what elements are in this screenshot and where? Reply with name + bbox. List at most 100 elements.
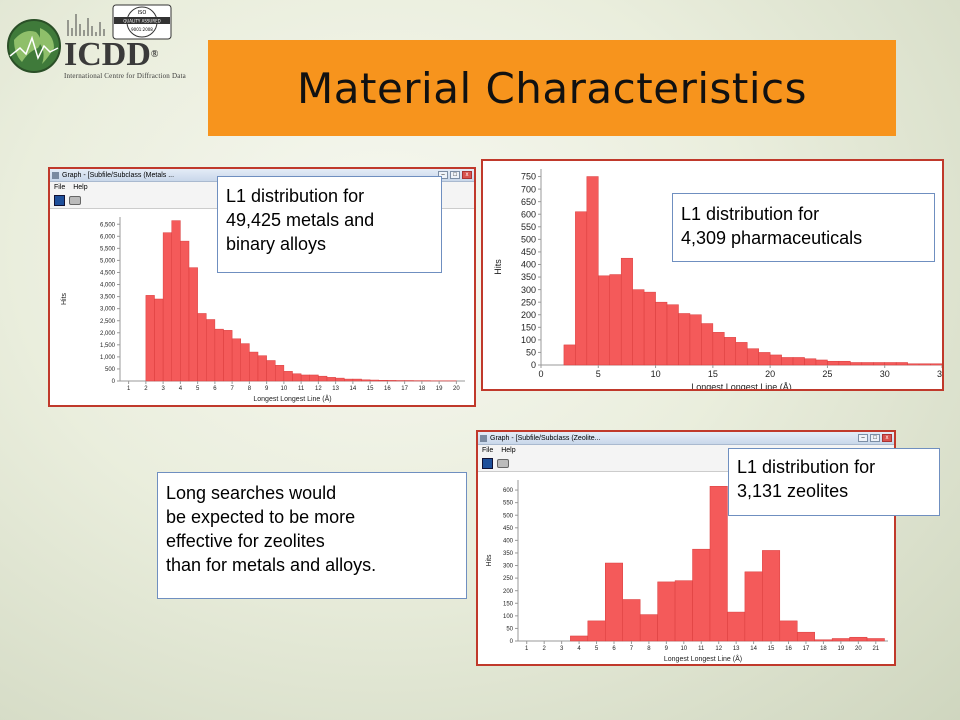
histogram-bar — [197, 313, 207, 382]
histogram-bar — [861, 362, 874, 366]
y-tick-label: 300 — [503, 564, 514, 570]
histogram-bar — [598, 275, 610, 366]
histogram-bar — [145, 295, 155, 382]
x-tick-label: 35 — [937, 369, 942, 379]
histogram-bar — [781, 357, 794, 366]
x-tick-label: 30 — [880, 369, 890, 379]
x-tick-label: 4 — [179, 386, 183, 392]
histogram-bar — [895, 362, 908, 366]
y-tick-label: 400 — [503, 538, 514, 544]
y-tick-label: 750 — [521, 172, 536, 182]
histogram-bar — [154, 298, 164, 382]
histogram-bar — [587, 620, 606, 642]
print-icon[interactable] — [497, 459, 509, 468]
print-icon[interactable] — [69, 196, 81, 205]
histogram-bar — [639, 614, 658, 642]
y-tick-label: 200 — [521, 310, 536, 320]
menu-help[interactable]: Help — [73, 184, 88, 191]
x-tick-label: 10 — [281, 386, 288, 392]
histogram-bar — [283, 371, 293, 382]
histogram-bar — [575, 211, 588, 366]
y-tick-label: 3,500 — [100, 295, 116, 301]
histogram-bar — [831, 638, 850, 642]
y-tick-label: 100 — [503, 614, 514, 620]
zeolites-callout: L1 distribution for 3,131 zeolites — [728, 448, 940, 516]
y-tick-label: 600 — [521, 209, 536, 219]
x-tick-label: 9 — [265, 386, 269, 392]
y-tick-label: 3,000 — [100, 307, 116, 313]
x-tick-label: 12 — [315, 386, 322, 392]
histogram-bar — [866, 638, 885, 642]
x-axis-label: Longest Longest Line (Å) — [253, 394, 331, 403]
menu-file[interactable]: File — [54, 184, 66, 191]
y-tick-label: 250 — [521, 297, 536, 307]
menu-file[interactable]: File — [482, 447, 494, 454]
histogram-bar — [850, 362, 863, 366]
histogram-bar — [769, 354, 782, 366]
window-title: Graph - [Subfile/Subclass (Metals ... — [62, 172, 175, 179]
x-tick-label: 3 — [560, 646, 564, 652]
y-tick-label: 550 — [503, 501, 514, 507]
minimize-button[interactable]: – — [858, 434, 868, 442]
y-tick-label: 1,000 — [100, 355, 116, 361]
y-tick-label: 0 — [531, 360, 536, 370]
histogram-bar — [758, 352, 771, 366]
save-icon[interactable] — [54, 195, 65, 206]
y-tick-label: 5,000 — [100, 259, 116, 265]
x-tick-label: 7 — [630, 646, 634, 652]
y-tick-label: 5,500 — [100, 246, 116, 252]
histogram-bar — [188, 267, 198, 382]
histogram-bar — [873, 362, 885, 366]
x-tick-label: 14 — [750, 646, 757, 652]
x-tick-label: 20 — [855, 646, 862, 652]
x-tick-label: 15 — [708, 369, 718, 379]
histogram-bar — [171, 220, 181, 382]
histogram-bar — [275, 365, 285, 382]
y-tick-label: 700 — [521, 184, 536, 194]
x-tick-label: 19 — [838, 646, 845, 652]
app-icon — [52, 172, 59, 179]
y-tick-label: 6,500 — [100, 222, 116, 228]
x-tick-label: 10 — [651, 369, 661, 379]
close-button[interactable]: x — [462, 171, 472, 179]
minimize-button[interactable]: – — [438, 171, 448, 179]
histogram-bar — [884, 362, 897, 366]
x-tick-label: 8 — [647, 646, 651, 652]
histogram-bar — [240, 343, 250, 382]
x-tick-label: 15 — [768, 646, 775, 652]
histogram-bar — [586, 176, 599, 366]
histogram-bar — [689, 314, 702, 366]
x-tick-label: 9 — [665, 646, 669, 652]
x-tick-label: 25 — [822, 369, 832, 379]
slide-title: Material Characteristics — [297, 64, 807, 113]
x-tick-label: 1 — [127, 386, 131, 392]
histogram-bar — [361, 379, 371, 382]
histogram-bar — [792, 357, 805, 366]
y-tick-label: 1,500 — [100, 343, 116, 349]
histogram-bar — [249, 351, 259, 382]
histogram-bar — [344, 378, 354, 382]
y-axis-label: Hits — [61, 292, 68, 305]
x-tick-label: 11 — [698, 646, 705, 652]
histogram-bar — [180, 240, 190, 382]
y-axis-label: Hits — [493, 259, 503, 275]
x-tick-label: 17 — [803, 646, 810, 652]
histogram-bar — [746, 348, 759, 366]
x-tick-label: 3 — [161, 386, 165, 392]
maximize-button[interactable]: □ — [870, 434, 880, 442]
y-tick-label: 100 — [521, 335, 536, 345]
close-button[interactable]: x — [882, 434, 892, 442]
histogram-bar — [678, 313, 691, 366]
histogram-bar — [326, 377, 336, 382]
save-icon[interactable] — [482, 458, 493, 469]
window-title: Graph - [Subfile/Subclass (Zeolite... — [490, 435, 601, 442]
x-tick-label: 20 — [765, 369, 775, 379]
y-tick-label: 500 — [503, 513, 514, 519]
histogram-bar — [378, 380, 388, 382]
histogram-bar — [632, 289, 645, 366]
x-tick-label: 0 — [538, 369, 543, 379]
menu-help[interactable]: Help — [501, 447, 516, 454]
window-titlebar[interactable]: Graph - [Subfile/Subclass (Zeolite... – … — [478, 432, 894, 445]
maximize-button[interactable]: □ — [450, 171, 460, 179]
histogram-bar — [744, 571, 763, 642]
